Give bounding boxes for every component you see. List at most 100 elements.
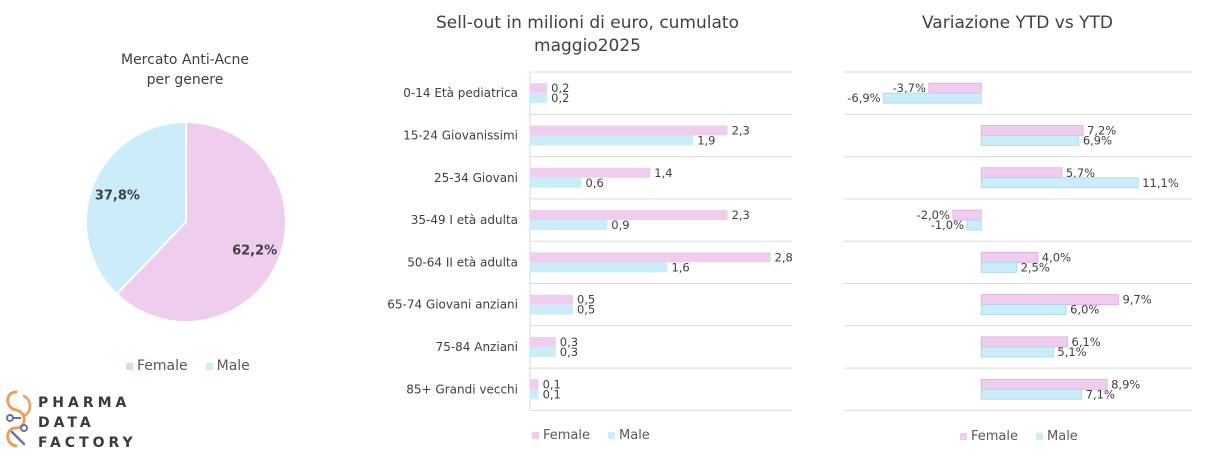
data-label-female: 1,4 [654,166,672,180]
data-label-male: 11,1% [1142,176,1179,190]
bar-female [980,167,1063,179]
data-label-male: 0,9 [611,218,629,232]
data-label-male: 5,1% [1057,345,1086,359]
data-label-male: 0,3 [560,345,578,359]
logo-text-line1: PHARMA [38,395,130,411]
pharma-data-factory-logo: PHARMA DATA FACTORY [6,390,137,451]
bar-male [980,346,1054,358]
category-label: 65-74 Giovani anziani [387,298,518,312]
bar-female [530,294,573,305]
category-label: 15-24 Giovanissimi [403,128,518,142]
bar-male [980,177,1139,189]
data-label-female: 0,2 [551,81,569,95]
legend-female-swatch [960,433,967,440]
data-label-female: 0,5 [577,293,595,307]
data-label-male: 2,5% [1021,260,1050,274]
bar-chart-title: Sell-out in milioni di euro, cumulato ma… [395,12,780,58]
logo-mark-icon [6,390,32,448]
ytd-bar-chart: -3,7% -6,9% 7,2%6,9% 5,7% 11,1% -2,0%-1,0% 4,0… [844,71,1192,411]
category-label: 35-49 I età adulta [411,213,518,227]
pie-chart: 62,2% 37,8% [85,120,287,323]
bar-title-line1: Sell-out in milioni di euro, cumulato [436,13,739,33]
data-label-female: 0,3 [560,335,578,349]
category-label: 25-34 Giovani [434,171,518,185]
ytd-chart-title: Variazione YTD vs YTD [922,13,1113,33]
pie-chart-title: Mercato Anti-Acne per genere [90,50,280,90]
bar-male [530,346,556,357]
logo-text-line2: DATA [38,415,95,431]
legend-female-label: Female [543,428,591,443]
data-label-male: 0,5 [577,303,595,317]
pie-slice-male [85,120,187,296]
pie-title-line1: Mercato Anti-Acne [120,52,249,68]
pie-slice-female [115,120,287,323]
category-label: 85+ Grandi vecchi [406,382,518,396]
bar-female [530,83,548,94]
bar-female [928,82,982,94]
pie-data-label-male: 37,8% [95,188,140,203]
legend-female-swatch [532,432,539,439]
pie-legend: Female Male [126,358,250,374]
data-label-female: 6,1% [1072,335,1101,349]
bar-male [530,262,668,273]
legend-female-label: Female [971,429,1019,444]
bar-female [530,252,771,263]
bar-male [530,93,548,104]
data-label-male: 6,9% [1083,133,1112,147]
logo-text-line3: FACTORY [38,435,137,451]
bar-male [530,389,539,400]
data-label-female: 0,1 [543,377,561,391]
bar-male [980,261,1017,273]
data-label-male: 7,1% [1086,387,1115,401]
bar-female [980,125,1084,136]
data-label-female: 8,9% [1111,377,1140,391]
ytd-legend: Female Male [960,429,1078,444]
legend-male-label: Male [216,358,250,374]
data-label-male: 0,6 [586,176,604,190]
category-label: 0-14 Età pediatrica [403,86,518,100]
bar-female [530,167,651,178]
data-label-male: 0,2 [551,91,569,105]
bar-title-line2: maggio2025 [534,36,641,56]
bar-male [883,92,982,104]
data-label-male: 0,1 [543,387,561,401]
bar-female [530,336,556,347]
bar-male [530,220,608,231]
data-label-female: 2,3 [732,123,750,137]
data-label-female: 9,7% [1122,293,1151,307]
bar-male [980,304,1067,316]
bar-male [980,135,1080,146]
bar-female [530,210,728,221]
category-label: 50-64 II età adulta [407,255,518,269]
bar-male [530,177,582,188]
legend-male-label: Male [1047,429,1078,444]
data-label-female: 4,0% [1042,250,1071,264]
pie-data-label-female: 62,2% [232,244,277,259]
legend-male-swatch [1036,433,1044,440]
legend-female-swatch [126,362,133,370]
bar-male [966,219,982,231]
data-label-male: 1,9 [697,133,715,147]
data-label-female: 2,3 [732,208,750,222]
bar-female [980,336,1068,348]
legend-male-swatch [608,432,616,439]
data-label-female: 2,8 [775,250,793,264]
data-label-male: 1,6 [671,260,689,274]
category-label: 75-84 Anziani [436,340,518,354]
data-label-female: 7,2% [1087,123,1116,137]
legend-female-label: Female [137,358,188,374]
data-label-male: -6,9% [847,91,880,105]
bar-legend: Female Male [532,428,650,443]
sellout-bar-chart: 0-14 Età pediatrica 0,20,2 15-24 Giovaniss… [387,71,793,411]
data-label-female: -2,0% [917,208,950,222]
legend-male-swatch [205,362,213,370]
bar-female [530,379,539,390]
data-label-female: 5,7% [1066,166,1095,180]
data-label-female: -3,7% [893,81,926,95]
bar-male [980,388,1083,400]
pie-title-line2: per genere [146,72,224,88]
data-label-male: -1,0% [931,218,964,232]
data-label-male: 6,0% [1070,303,1099,317]
legend-male-label: Male [619,428,650,443]
bar-male [530,135,694,146]
